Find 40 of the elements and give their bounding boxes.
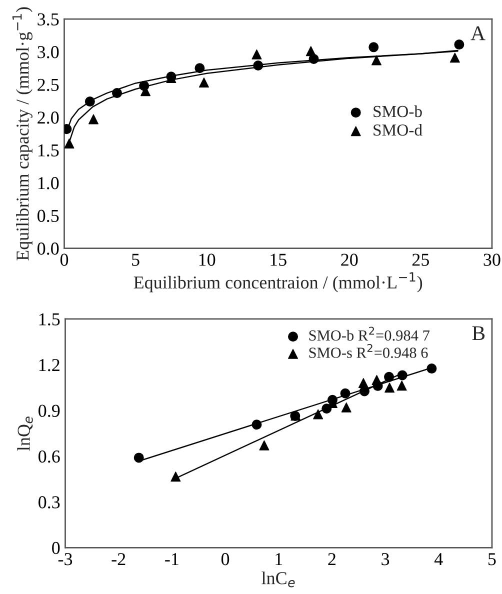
x-tick-label: 5: [132, 254, 140, 266]
x-axis-title: Equilibrium concentraion / (mmol·L$^{−1}$): [134, 272, 422, 292]
x-tick-label: 25: [412, 254, 429, 266]
x-tick-label: 5: [488, 553, 496, 566]
y-tick-label: 2.0: [38, 112, 59, 124]
x-tick-label: 30: [484, 254, 500, 266]
x-tick-label: 0: [60, 254, 68, 266]
y-axis-title: Equilibrium capacity / (mmol·g$^{−1}$): [12, 7, 32, 260]
y-axis-title: lnQ$_{e}$: [17, 416, 33, 451]
y-tick-label: 0.0: [38, 242, 59, 255]
legend-label: SMO-b: [374, 105, 422, 118]
x-tick-label: 1: [276, 553, 282, 566]
y-tick-label: 0: [52, 542, 60, 554]
annotation: B: [472, 326, 485, 340]
x-axis-title: lnC$_{e}$: [262, 572, 295, 588]
y-tick-label: 1.5: [39, 313, 60, 326]
y-tick-label: 0.3: [38, 496, 60, 508]
y-tick-label: 1.5: [38, 144, 59, 157]
y-tick-label: 1.0: [38, 177, 59, 190]
x-tick-label: 10: [199, 254, 216, 266]
y-tick-label: 0.6: [38, 450, 60, 463]
x-tick-label: -1: [165, 553, 178, 566]
x-tick-label: -2: [112, 553, 126, 566]
y-tick-label: 3.5: [38, 13, 59, 26]
x-tick-label: 4: [434, 553, 443, 566]
x-tick-label: 15: [270, 254, 286, 266]
y-tick-label: 1.2: [39, 359, 60, 372]
y-tick-label: 2.5: [38, 78, 59, 92]
x-tick-label: 2: [328, 553, 336, 566]
x-tick-label: 0: [221, 553, 230, 566]
legend-label: SMO-d: [374, 124, 422, 136]
y-tick-label: 0.5: [38, 210, 59, 222]
x-tick-label: 20: [341, 254, 358, 266]
legend-label: SMO-s R$^{2}$=0.948 6: [309, 344, 428, 358]
y-tick-label: 0.9: [38, 404, 60, 417]
y-tick-label: 3.0: [38, 46, 59, 58]
annotation: A: [470, 26, 486, 40]
x-tick-label: -3: [58, 553, 72, 566]
legend-label: SMO-b R$^{2}$=0.984 7: [309, 326, 430, 341]
x-tick-label: 3: [382, 553, 390, 566]
